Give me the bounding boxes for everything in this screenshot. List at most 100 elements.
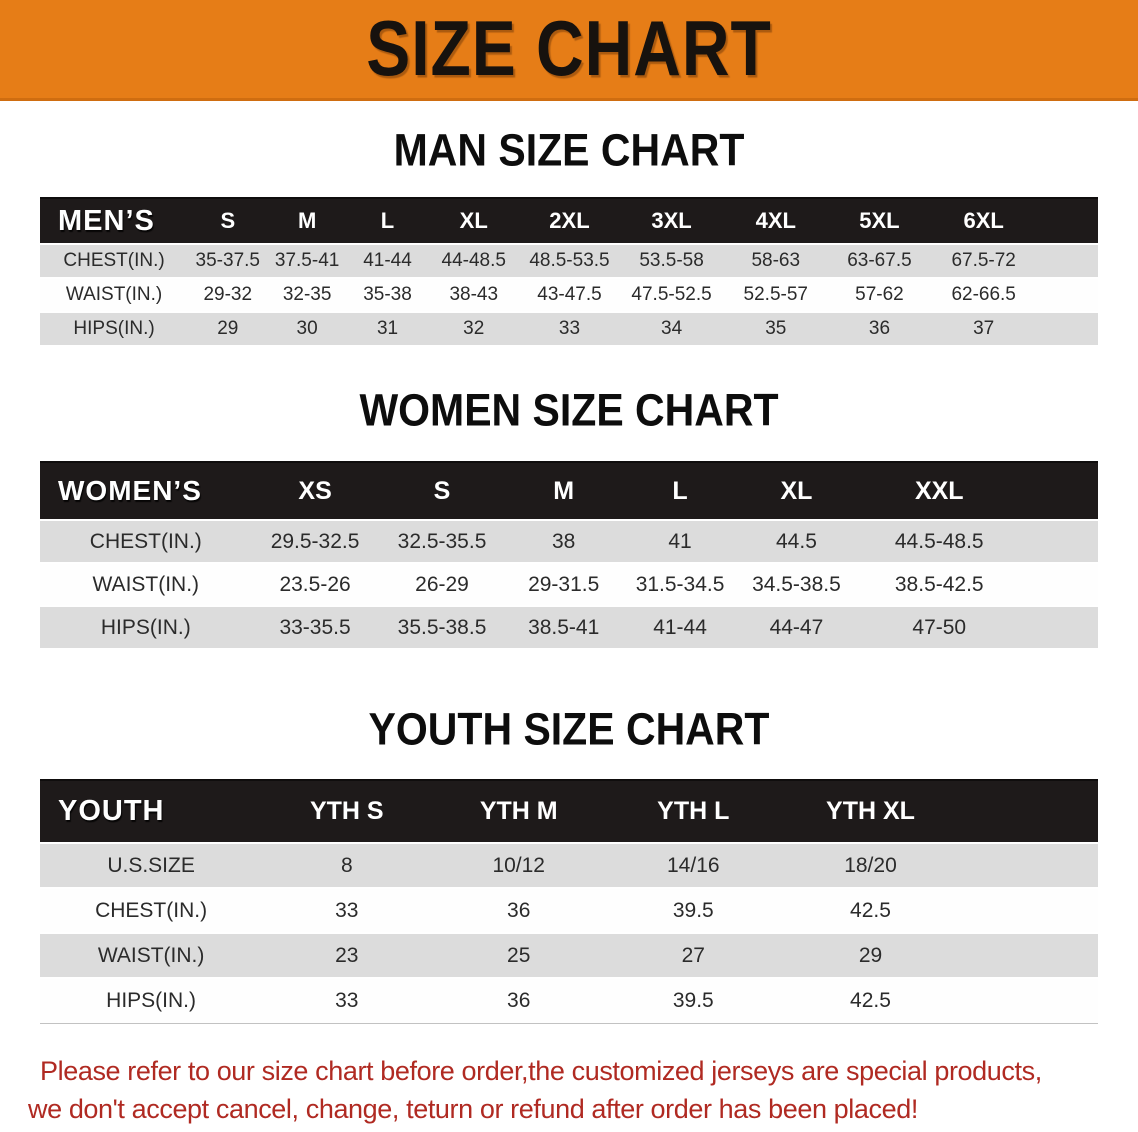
youth-waist-cell: 23 [262,932,432,979]
women-chest-cell: 44.5 [738,519,855,564]
youth-hips-cell: 33 [262,978,432,1023]
men-chest-cell: 44-48.5 [428,243,520,279]
youth-ussize-cell: 18/20 [780,842,961,889]
women-size-header-s: S [378,461,506,520]
men-size-header-s: S [188,197,268,244]
youth-size-header-xl: YTH XL [780,779,961,843]
women-size-header-l: L [621,461,739,520]
women-chest-cell: 29.5-32.5 [251,519,379,564]
disclaimer: Please refer to our size chart before or… [0,1052,1138,1128]
youth-chest-cell: 39.5 [606,888,781,933]
youth-hips-cell: 39.5 [606,978,781,1023]
men-size-header-5xl: 5XL [828,197,931,244]
women-waist-cell: 23.5-26 [251,563,379,606]
youth-waist-row: WAIST(IN.) 23 25 27 29 [40,932,1098,979]
men-waist-cell: 43-47.5 [519,278,620,312]
men-chest-cell: 58-63 [723,243,829,279]
men-waist-cell: 62-66.5 [930,278,1037,312]
men-hips-cell: 33 [519,311,620,347]
women-waist-cell: 31.5-34.5 [621,563,739,606]
women-hips-cell: 41-44 [621,605,739,650]
men-size-table: MEN’S S M L XL 2XL 3XL 4XL 5XL 6XL CHEST… [40,197,1098,347]
men-hips-cell: 31 [346,311,429,347]
youth-group-label: YOUTH [40,779,263,843]
women-header-filler [1023,461,1098,520]
youth-hips-cell: 42.5 [780,978,961,1023]
men-waist-cell: 52.5-57 [723,278,829,312]
men-section-heading: MAN SIZE CHART [0,124,1138,176]
men-section-heading-text: MAN SIZE CHART [393,124,745,176]
women-hips-cell: 33-35.5 [251,605,379,650]
men-chest-cell: 35-37.5 [188,243,268,279]
youth-chest-cell: 33 [262,888,432,933]
youth-chest-label: CHEST(IN.) [40,888,263,933]
women-waist-cell: 38.5-42.5 [854,563,1024,606]
youth-waist-label: WAIST(IN.) [40,932,263,979]
women-hips-row: HIPS(IN.) 33-35.5 35.5-38.5 38.5-41 41-4… [40,605,1098,650]
youth-ussize-cell: 10/12 [431,842,606,889]
men-size-header-3xl: 3XL [619,197,724,244]
men-chest-label: CHEST(IN.) [40,243,189,279]
men-row-filler [1036,311,1098,347]
men-group-label: MEN’S [40,197,189,244]
youth-waist-cell: 29 [780,932,961,979]
men-hips-cell: 35 [723,311,829,347]
youth-size-table: YOUTH YTH S YTH M YTH L YTH XL U.S.SIZE … [40,779,1098,1024]
women-size-header-xxl: XXL [854,461,1024,520]
youth-ussize-cell: 14/16 [606,842,781,889]
men-row-filler [1036,278,1098,312]
youth-ussize-cell: 8 [262,842,432,889]
men-chest-cell: 63-67.5 [828,243,931,279]
men-chest-cell: 48.5-53.5 [519,243,620,279]
women-chest-cell: 41 [621,519,739,564]
men-chest-cell: 53.5-58 [619,243,724,279]
youth-header-filler [960,779,1098,843]
youth-row-filler [960,888,1098,933]
youth-row-filler [960,978,1098,1023]
women-waist-cell: 26-29 [378,563,506,606]
youth-waist-cell: 25 [431,932,606,979]
women-section-heading-text: WOMEN SIZE CHART [359,384,779,436]
men-hips-label: HIPS(IN.) [40,311,189,347]
men-waist-cell: 32-35 [267,278,347,312]
men-hips-cell: 36 [828,311,931,347]
men-hips-cell: 29 [188,311,268,347]
men-chest-cell: 41-44 [346,243,429,279]
women-hips-label: HIPS(IN.) [40,605,252,650]
men-chest-cell: 67.5-72 [930,243,1037,279]
men-waist-cell: 47.5-52.5 [619,278,724,312]
youth-row-filler [960,842,1098,889]
youth-size-header-l: YTH L [606,779,781,843]
youth-hips-cell: 36 [431,978,606,1023]
men-chest-cell: 37.5-41 [267,243,347,279]
men-waist-cell: 38-43 [428,278,520,312]
women-hips-cell: 47-50 [854,605,1024,650]
men-size-header-4xl: 4XL [723,197,829,244]
women-row-filler [1023,519,1098,564]
women-section-heading: WOMEN SIZE CHART [0,384,1138,436]
men-waist-cell: 57-62 [828,278,931,312]
men-waist-row: WAIST(IN.) 29-32 32-35 35-38 38-43 43-47… [40,278,1098,312]
women-size-header-m: M [505,461,622,520]
youth-chest-cell: 36 [431,888,606,933]
men-chest-row: CHEST(IN.) 35-37.5 37.5-41 41-44 44-48.5… [40,243,1098,279]
women-chest-label: CHEST(IN.) [40,519,252,564]
disclaimer-line-2: we don't accept cancel, change, teturn o… [28,1093,918,1124]
banner: SIZE CHART [0,0,1138,101]
youth-hips-row: HIPS(IN.) 33 36 39.5 42.5 [40,978,1098,1023]
men-waist-cell: 29-32 [188,278,268,312]
women-waist-cell: 34.5-38.5 [738,563,855,606]
women-chest-row: CHEST(IN.) 29.5-32.5 32.5-35.5 38 41 44.… [40,519,1098,564]
men-size-header-xl: XL [428,197,520,244]
disclaimer-line-1: Please refer to our size chart before or… [40,1055,1042,1086]
banner-title: SIZE CHART [366,5,772,93]
men-row-filler [1036,243,1098,279]
men-hips-cell: 34 [619,311,724,347]
men-waist-label: WAIST(IN.) [40,278,189,312]
youth-header-row: YOUTH YTH S YTH M YTH L YTH XL [40,779,1098,843]
youth-section-heading-text: YOUTH SIZE CHART [368,703,770,755]
women-row-filler [1023,605,1098,650]
men-waist-cell: 35-38 [346,278,429,312]
men-size-header-l: L [346,197,429,244]
